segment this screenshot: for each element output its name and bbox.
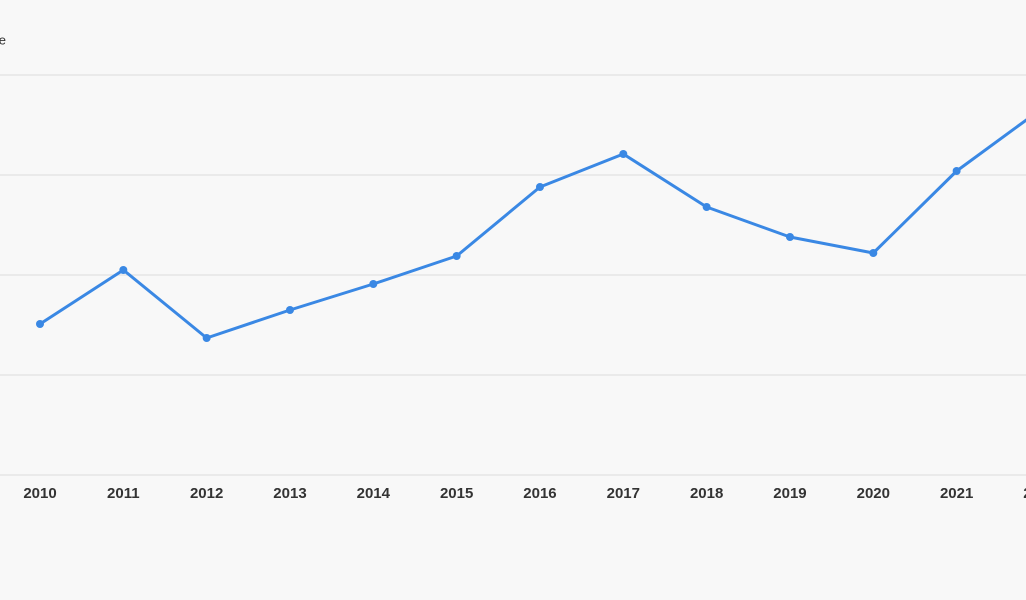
- point: [369, 280, 378, 288]
- x-tick-label: 2012: [190, 485, 223, 502]
- x-tick-label: 2020: [857, 485, 890, 502]
- line: [39, 118, 1026, 340]
- x-tick-label: 2011: [107, 485, 140, 502]
- point: [619, 150, 628, 158]
- point: [702, 203, 711, 211]
- point: [119, 266, 128, 274]
- x-tick-label: 2016: [523, 485, 556, 502]
- point: [202, 334, 211, 342]
- point: [452, 252, 461, 260]
- point: [36, 320, 44, 328]
- point: [785, 233, 794, 241]
- point: [952, 167, 961, 175]
- x-tick-label: 2014: [357, 485, 391, 502]
- point: [535, 183, 544, 191]
- x-tick-label: 2021: [940, 485, 973, 502]
- y-axis-label: e: [0, 32, 6, 47]
- x-tick-label: 2022: [1023, 485, 1026, 502]
- x-tick-label: 2017: [607, 485, 640, 502]
- point: [285, 306, 294, 314]
- x-tick-label: 2019: [773, 485, 806, 502]
- x-tick-label: 2010: [23, 485, 56, 502]
- x-tick-label: 2015: [440, 485, 473, 502]
- point: [869, 249, 878, 257]
- x-tick-label: 2018: [690, 485, 723, 502]
- x-tick-label: 2013: [273, 485, 306, 502]
